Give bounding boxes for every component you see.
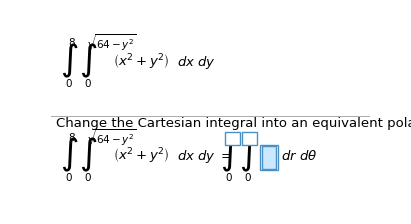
Text: Change the Cartesian integral into an equivalent polar integral.: Change the Cartesian integral into an eq… — [56, 117, 411, 130]
Text: 0: 0 — [66, 173, 72, 183]
FancyBboxPatch shape — [225, 132, 240, 145]
Text: 0: 0 — [226, 173, 232, 183]
Text: $dr\ d\theta$: $dr\ d\theta$ — [281, 149, 317, 163]
Text: $\int$: $\int$ — [79, 42, 97, 80]
Text: $\int$: $\int$ — [239, 136, 257, 174]
Text: $dx\ dy\ =$: $dx\ dy\ =$ — [177, 148, 233, 165]
FancyBboxPatch shape — [262, 146, 276, 169]
Text: $\left(x^2+y^2\right)$: $\left(x^2+y^2\right)$ — [113, 52, 170, 72]
Text: $\left(x^2+y^2\right)$: $\left(x^2+y^2\right)$ — [113, 146, 170, 166]
Text: $dx\ dy$: $dx\ dy$ — [177, 54, 216, 71]
FancyBboxPatch shape — [242, 132, 257, 145]
Text: $\sqrt{64-y^2}$: $\sqrt{64-y^2}$ — [86, 33, 137, 53]
Text: 8: 8 — [68, 38, 74, 48]
Text: $\sqrt{64-y^2}$: $\sqrt{64-y^2}$ — [86, 128, 137, 148]
Text: 0: 0 — [85, 79, 91, 89]
Text: $\int$: $\int$ — [79, 136, 97, 174]
Text: 0: 0 — [245, 173, 251, 183]
Text: 0: 0 — [66, 79, 72, 89]
Text: 8: 8 — [68, 133, 74, 143]
Text: $\int$: $\int$ — [60, 136, 78, 174]
Text: $\int$: $\int$ — [60, 42, 78, 80]
Text: 0: 0 — [85, 173, 91, 183]
Text: $\int$: $\int$ — [219, 136, 238, 174]
FancyBboxPatch shape — [260, 145, 277, 170]
